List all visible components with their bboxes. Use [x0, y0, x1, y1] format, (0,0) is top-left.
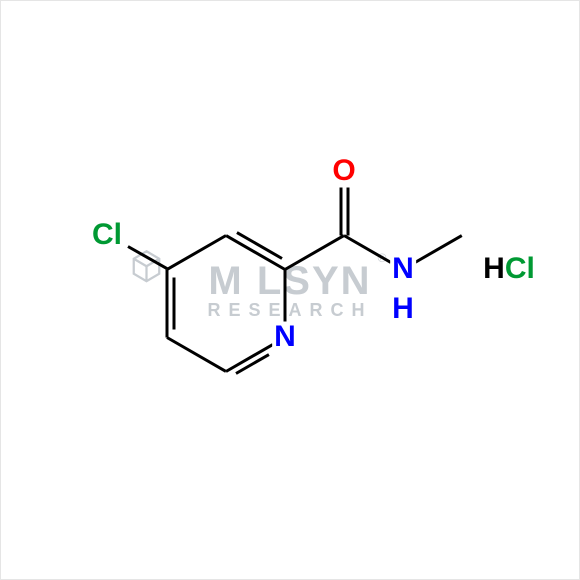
bond: [339, 187, 342, 235]
bond: [166, 234, 226, 271]
atom-Cl: Cl: [90, 220, 124, 250]
salt-label: HCl: [481, 254, 537, 284]
bond: [284, 234, 344, 271]
bond: [166, 336, 226, 373]
atom-N_amide: N: [390, 254, 416, 284]
bond: [284, 269, 287, 321]
bond: [343, 234, 391, 264]
watermark-hex-icon: [131, 249, 161, 284]
bond: [346, 187, 349, 235]
structure-canvas: M LSYN RESEARCH ® ClNONH HCl: [0, 0, 580, 580]
atom-N_ring: N: [272, 322, 298, 352]
bond: [225, 234, 285, 271]
bond: [166, 269, 169, 337]
bond: [127, 246, 168, 271]
atom-H_amide: H: [390, 294, 416, 324]
bond: [414, 234, 462, 264]
atom-O: O: [330, 156, 357, 186]
watermark-line2: RESEARCH: [207, 300, 372, 321]
bond: [173, 277, 176, 329]
